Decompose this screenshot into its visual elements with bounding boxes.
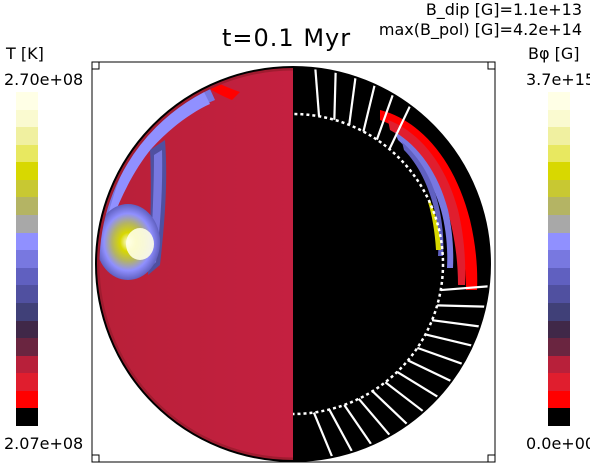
left-colorbar-min: 2.07e+08 bbox=[4, 434, 84, 453]
colorbar-step bbox=[16, 92, 38, 110]
field-line-segment bbox=[312, 412, 333, 457]
colorbar-step bbox=[548, 144, 570, 163]
colorbar-step bbox=[16, 250, 38, 268]
bpol-annotation: max(B_pol) [G]=4.2e+14 bbox=[378, 20, 582, 39]
colorbar-step bbox=[16, 144, 38, 163]
frame-corner bbox=[487, 61, 496, 70]
colorbar-step bbox=[548, 302, 570, 321]
colorbar-step bbox=[16, 320, 38, 339]
bphi-colorbar bbox=[548, 92, 570, 426]
colorbar-step bbox=[548, 179, 570, 198]
field-line-segment bbox=[348, 78, 357, 126]
field-line-segment bbox=[431, 319, 479, 328]
bdip-annotation: B_dip [G]=1.1e+13 bbox=[425, 0, 582, 19]
colorbar-step bbox=[548, 109, 570, 128]
colorbar-step bbox=[16, 162, 38, 180]
field-line-segment bbox=[371, 390, 408, 425]
colorbar-step bbox=[16, 109, 38, 128]
field-line-segment bbox=[437, 304, 485, 308]
colorbar-step bbox=[548, 390, 570, 409]
colorbar-step bbox=[548, 162, 570, 180]
colorbar-step bbox=[16, 355, 38, 374]
colorbar-step bbox=[548, 92, 570, 110]
colorbar-step bbox=[548, 232, 570, 251]
colorbar-step bbox=[16, 215, 38, 233]
colorbar-step bbox=[16, 302, 38, 321]
colorbar-step bbox=[548, 338, 570, 356]
colorbar-step bbox=[16, 179, 38, 198]
field-line-segment bbox=[388, 106, 411, 150]
field-line-segment bbox=[357, 398, 391, 436]
frame-corner bbox=[91, 454, 100, 463]
colorbar-step bbox=[548, 250, 570, 268]
chart-title: t=0.1 Myr bbox=[222, 24, 352, 52]
field-line-segment bbox=[425, 333, 472, 347]
field-line-segment bbox=[328, 409, 353, 452]
field-line-segment bbox=[362, 85, 376, 132]
plot-frame bbox=[91, 61, 496, 463]
colorbar-step bbox=[16, 232, 38, 251]
field-line-segment bbox=[314, 69, 321, 117]
colorbar-step bbox=[548, 285, 570, 303]
colorbar-step bbox=[548, 215, 570, 233]
colorbar-step bbox=[16, 390, 38, 409]
colorbar-step bbox=[548, 408, 570, 426]
left-colorbar-label: T [K] bbox=[6, 44, 44, 63]
colorbar-step bbox=[16, 338, 38, 356]
field-line-segment bbox=[384, 381, 424, 412]
right-colorbar-label: Bφ [G] bbox=[528, 44, 580, 63]
frame-corner bbox=[487, 454, 496, 463]
field-line-segment bbox=[440, 285, 488, 292]
colorbar-step bbox=[16, 127, 38, 145]
colorbar-step bbox=[16, 267, 38, 286]
field-line-segment bbox=[343, 404, 372, 445]
colorbar-step bbox=[548, 197, 570, 216]
field-line-segment bbox=[396, 370, 438, 398]
colorbar-step bbox=[548, 320, 570, 339]
right-colorbar-max: 3.7e+15 bbox=[526, 70, 590, 89]
colorbar-step bbox=[548, 355, 570, 374]
temperature-colorbar bbox=[16, 92, 38, 426]
field-line-segment bbox=[416, 346, 463, 365]
right-colorbar-min: 0.0e+00 bbox=[526, 434, 590, 453]
colorbar-step bbox=[16, 373, 38, 391]
colorbar-step bbox=[16, 285, 38, 303]
left-colorbar-max: 2.70e+08 bbox=[4, 70, 84, 89]
colorbar-step bbox=[548, 267, 570, 286]
frame-corner bbox=[91, 61, 100, 70]
field-line-segment bbox=[333, 72, 337, 120]
temperature-half bbox=[96, 67, 490, 461]
colorbar-step bbox=[16, 408, 38, 426]
field-lines bbox=[293, 112, 445, 416]
colorbar-step bbox=[16, 197, 38, 216]
star-outline bbox=[95, 66, 491, 462]
colorbar-step bbox=[548, 127, 570, 145]
field-line-ticks bbox=[312, 69, 488, 457]
field-line-segment bbox=[375, 94, 394, 141]
colorbar-step bbox=[548, 373, 570, 391]
field-line-segment bbox=[407, 359, 451, 382]
